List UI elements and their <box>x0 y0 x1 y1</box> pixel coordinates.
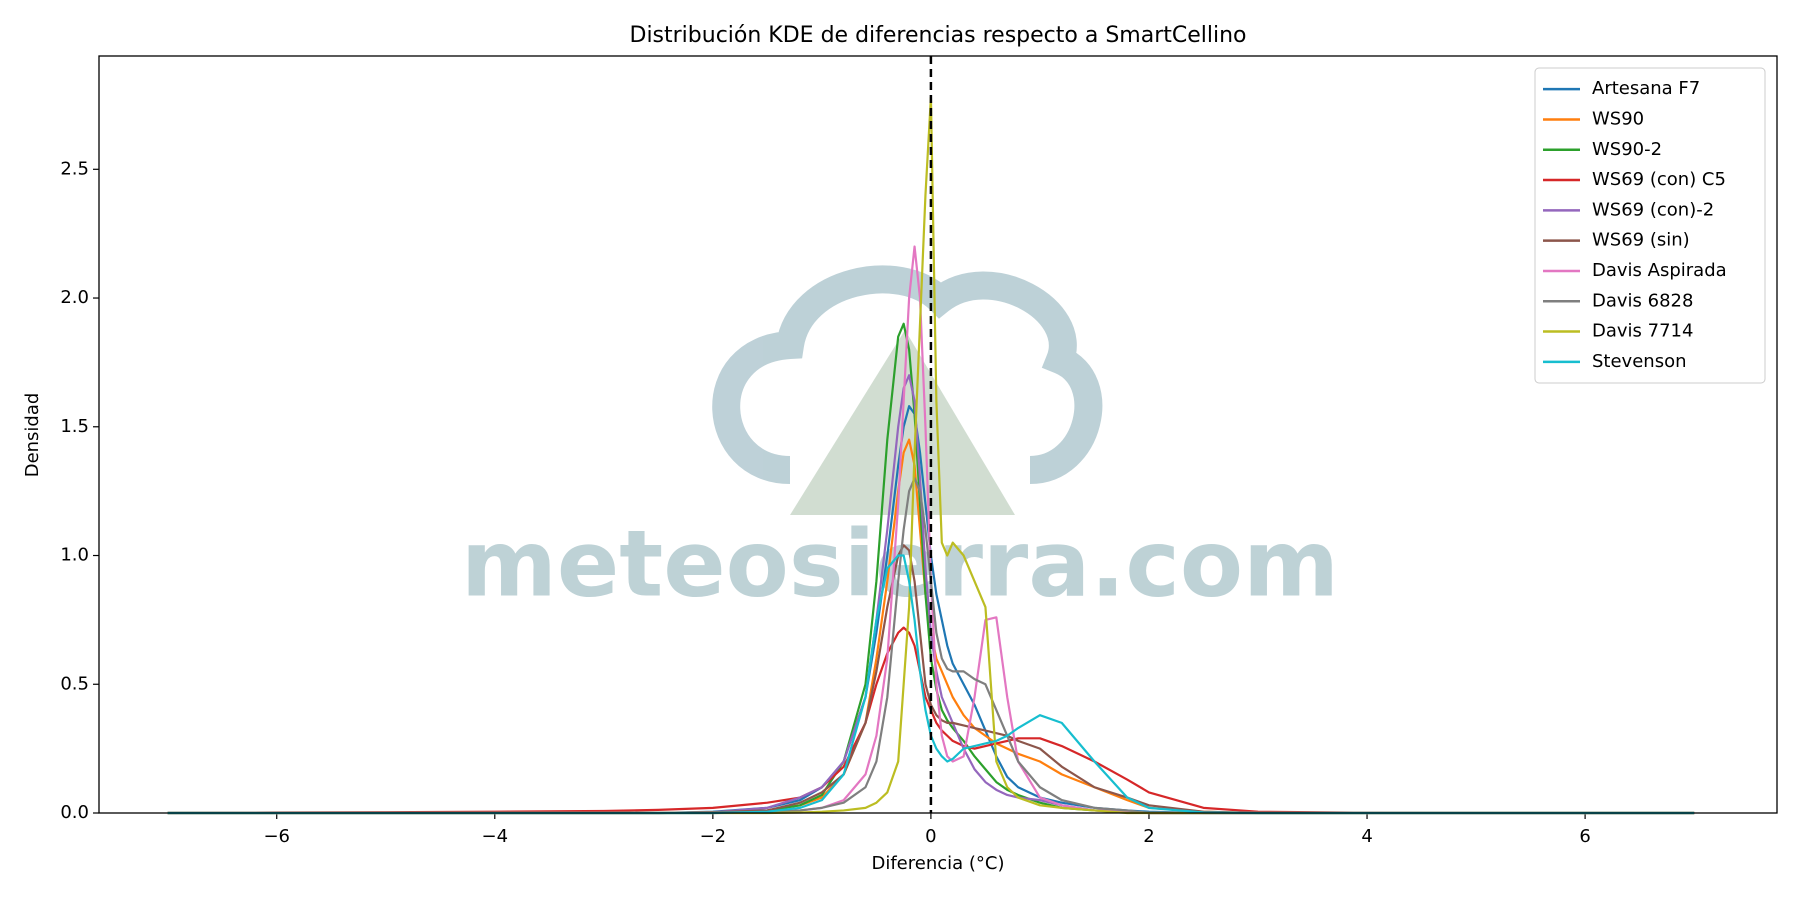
legend-label: Davis Aspirada <box>1592 260 1727 281</box>
kde-line <box>167 554 1695 815</box>
legend-label: Davis 7714 <box>1592 321 1693 342</box>
legend-label: WS90-2 <box>1592 139 1662 160</box>
chart-title: Distribución KDE de diferencias respecto… <box>630 23 1247 48</box>
kde-line <box>167 626 1695 815</box>
x-tick-label: −6 <box>263 826 290 847</box>
y-tick-label: 2.0 <box>60 287 89 308</box>
plot-frame <box>98 55 1778 814</box>
y-axis-label: Densidad <box>22 393 43 478</box>
x-tick-label: 4 <box>1361 826 1372 847</box>
legend-label: Stevenson <box>1592 351 1687 372</box>
legend-box <box>1534 67 1766 384</box>
legend: Artesana F7 WS90 WS90-2 WS69 (con) C5 WS69 (… <box>1534 67 1766 384</box>
legend-label: WS69 (sin) <box>1592 230 1690 251</box>
legend-label: WS90 <box>1592 108 1644 129</box>
x-tick-label: −4 <box>482 826 509 847</box>
x-axis-label: Diferencia (°C) <box>871 853 1004 874</box>
legend-label: Artesana F7 <box>1592 78 1700 99</box>
legend-label: WS69 (con)-2 <box>1592 199 1714 220</box>
legend-label: WS69 (con) C5 <box>1592 169 1726 190</box>
legend-label: Davis 6828 <box>1592 290 1693 311</box>
x-tick-label: 0 <box>925 826 936 847</box>
x-tick-label: 2 <box>1143 826 1154 847</box>
y-tick-label: 2.5 <box>60 158 89 179</box>
y-tick-label: 1.0 <box>60 545 89 566</box>
x-tick-label: −2 <box>700 826 727 847</box>
y-tick-label: 0.5 <box>60 673 89 694</box>
x-tick-label: 6 <box>1579 826 1590 847</box>
y-tick-label: 1.5 <box>60 416 89 437</box>
y-tick-label: 0.0 <box>60 802 89 823</box>
